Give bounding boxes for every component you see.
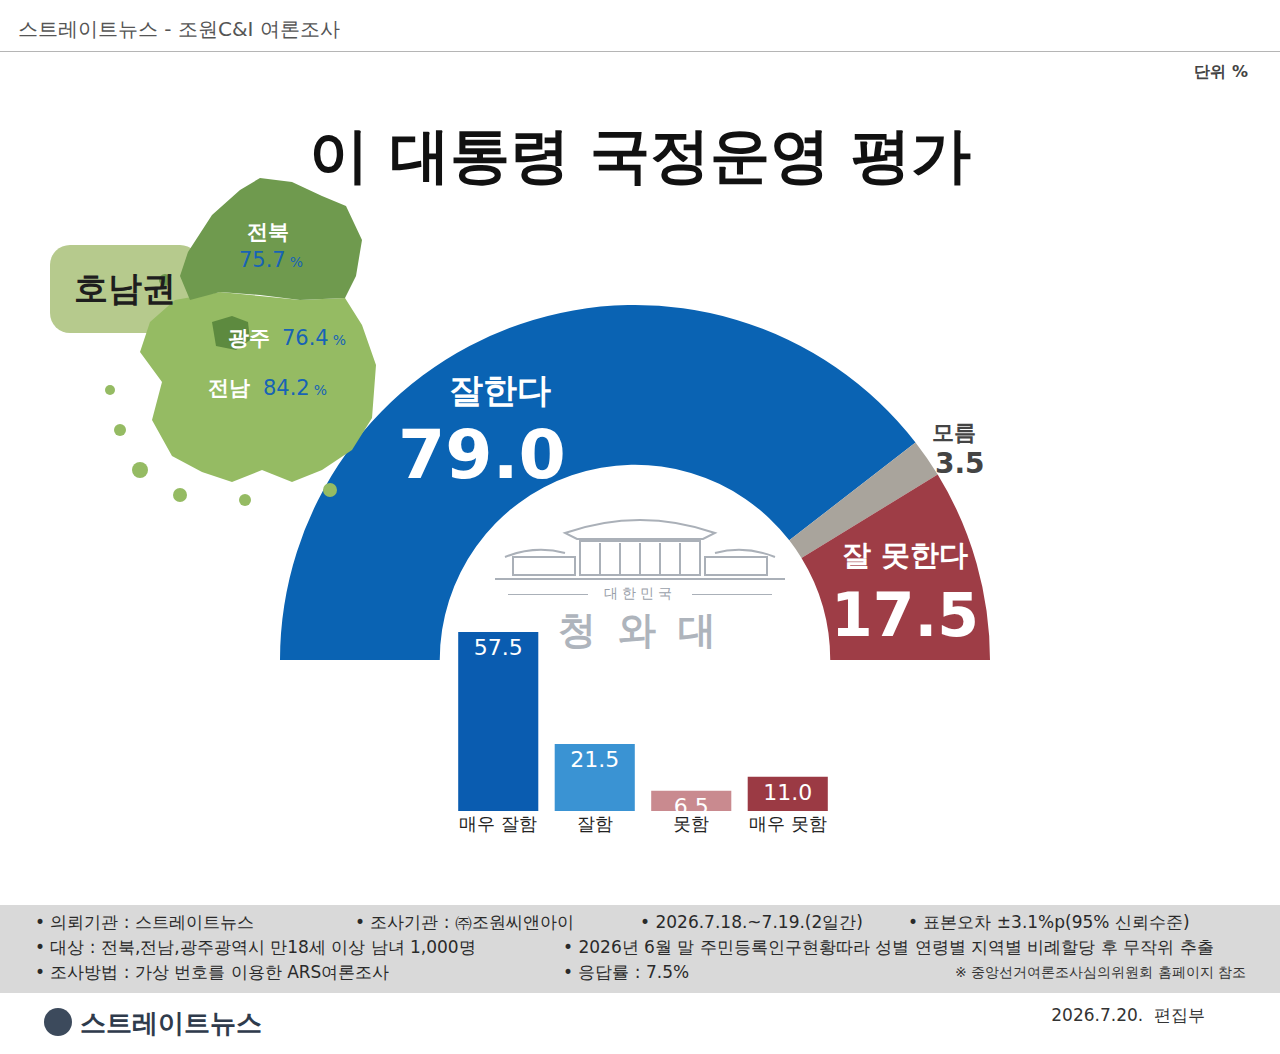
svg-text:이 대통령 국정운영 평가: 이 대통령 국정운영 평가 (309, 120, 972, 190)
html-text:단위 %: 단위 % (1194, 62, 1248, 81)
svg-text:21.5: 21.5 (570, 747, 619, 772)
html-text:• 응답률 : 7.5%: • 응답률 : 7.5% (563, 962, 690, 982)
html-text:스트레이트뉴스 - 조원C&I 여론조사: 스트레이트뉴스 - 조원C&I 여론조사 (18, 17, 340, 41)
html-text:• 2026.7.18.~7.19.(2일간): • 2026.7.18.~7.19.(2일간) (640, 912, 863, 932)
html-text:• 표본오차 ±3.1%p(95% 신뢰수준): • 표본오차 ±3.1%p(95% 신뢰수준) (908, 912, 1190, 932)
html-text:전남: 전남 (208, 376, 250, 400)
svg-text:매우 못함: 매우 못함 (749, 813, 827, 834)
svg-text:6.5: 6.5 (674, 794, 709, 819)
svg-text:3.5: 3.5 (935, 447, 985, 480)
svg-text:57.5: 57.5 (474, 635, 523, 660)
html-text:대한민국: 대한민국 (604, 585, 676, 601)
svg-text:11.0: 11.0 (763, 780, 812, 805)
html-text:• 2026년 6월 말 주민등록인구현황따라 성별 연령별: • 2026년 6월 말 주민등록인구현황따라 성별 연령별 지역별 비례할당 … (563, 937, 1214, 957)
html-text:• 의뢰기관 : 스트레이트뉴스: • 의뢰기관 : 스트레이트뉴스 (35, 912, 254, 932)
svg-text:못함: 못함 (673, 813, 709, 834)
html-text:청와대: 청와대 (558, 607, 738, 652)
svg-text:매우 잘함: 매우 잘함 (459, 813, 537, 834)
svg-text:잘 못한다: 잘 못한다 (842, 538, 968, 572)
html-text:75.7%: 75.7% (239, 248, 303, 272)
html-text:• 대상 : 전북,전남,광주광역시 만18세 이상 남녀: • 대상 : 전북,전남,광주광역시 만18세 이상 남녀 1,000명 (35, 937, 476, 957)
html-text:84.2%: 84.2% (263, 376, 327, 400)
html-text:• 조사기관 : ㈜조원씨앤아이: • 조사기관 : ㈜조원씨앤아이 (355, 912, 574, 932)
html-text:전북: 전북 (247, 220, 289, 244)
html-text:2026.7.20. 편집부: 2026.7.20. 편집부 (1051, 1005, 1205, 1025)
html-text:호남권: 호남권 (74, 268, 176, 308)
svg-text:79.0: 79.0 (398, 415, 566, 494)
html-text:76.4%: 76.4% (282, 326, 346, 350)
html-text:스트레이트뉴스: 스트레이트뉴스 (80, 1008, 262, 1038)
html-text:※ 중앙선거여론조사심의위원회 홈페이지 참조: ※ 중앙선거여론조사심의위원회 홈페이지 참조 (954, 964, 1246, 980)
svg-text:모름: 모름 (932, 420, 976, 445)
svg-text:잘한다: 잘한다 (449, 370, 551, 410)
html-text:• 조사방법 : 가상 번호를 이용한 ARS여론조사: • 조사방법 : 가상 번호를 이용한 ARS여론조사 (35, 962, 390, 982)
html-text:광주: 광주 (228, 326, 270, 350)
svg-text:17.5: 17.5 (831, 580, 979, 650)
svg-text:잘함: 잘함 (577, 813, 613, 834)
